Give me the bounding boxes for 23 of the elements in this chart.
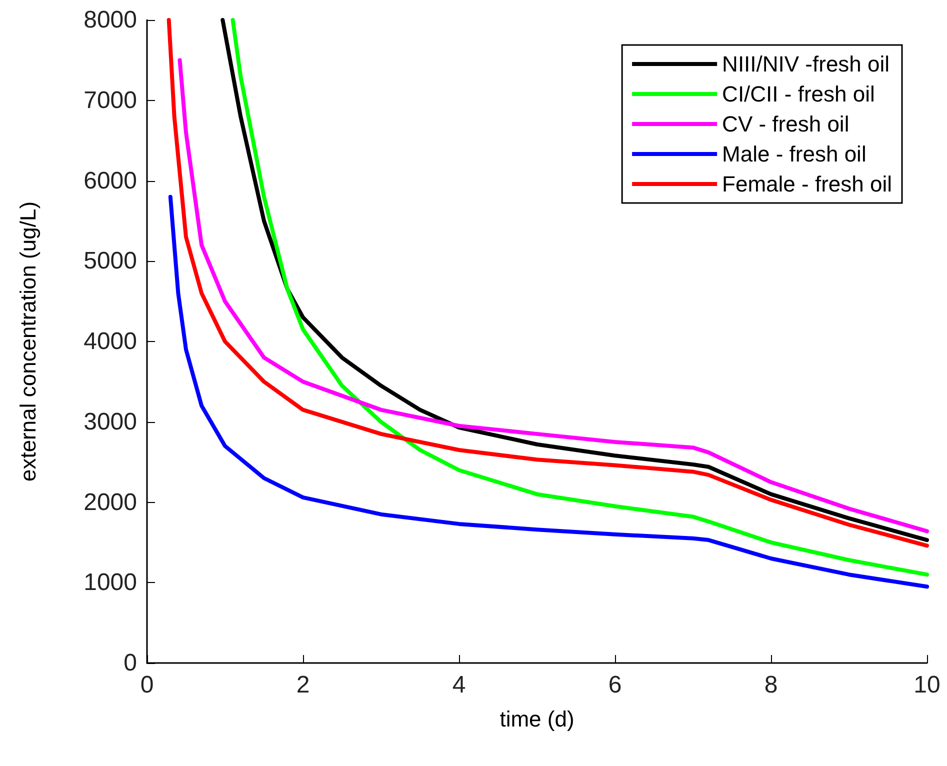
line-series: [168, 194, 929, 589]
y-tick-label: 0: [124, 650, 137, 676]
y-tick-label: 4000: [84, 328, 137, 355]
y-axis-title: external concentration (ug/L): [16, 201, 40, 482]
x-tick-label: 4: [452, 672, 466, 698]
legend-label: CI/CII - fresh oil: [722, 82, 875, 106]
y-tick-label: 1000: [84, 569, 137, 596]
x-axis-title: time (d): [500, 706, 574, 732]
x-tick-label: 10: [914, 672, 940, 698]
legend-label: Male - fresh oil: [722, 142, 866, 166]
x-tick-label: 0: [140, 672, 154, 698]
y-tick-label: 7000: [84, 86, 137, 114]
x-tick-label: 6: [608, 672, 622, 698]
legend-label: CV - fresh oil: [722, 112, 850, 136]
x-tick-label: 2: [296, 672, 310, 698]
y-tick-label: 3000: [84, 408, 137, 436]
legend-label: NIII/NIV -fresh oil: [722, 52, 890, 76]
legend-label: Female - fresh oil: [722, 172, 892, 196]
y-tick-label: 8000: [84, 6, 137, 34]
y-tick-label: 6000: [84, 167, 137, 194]
y-tick-label: 2000: [84, 488, 137, 516]
x-tick-label: 8: [764, 672, 778, 698]
y-tick-label: 5000: [84, 248, 137, 275]
